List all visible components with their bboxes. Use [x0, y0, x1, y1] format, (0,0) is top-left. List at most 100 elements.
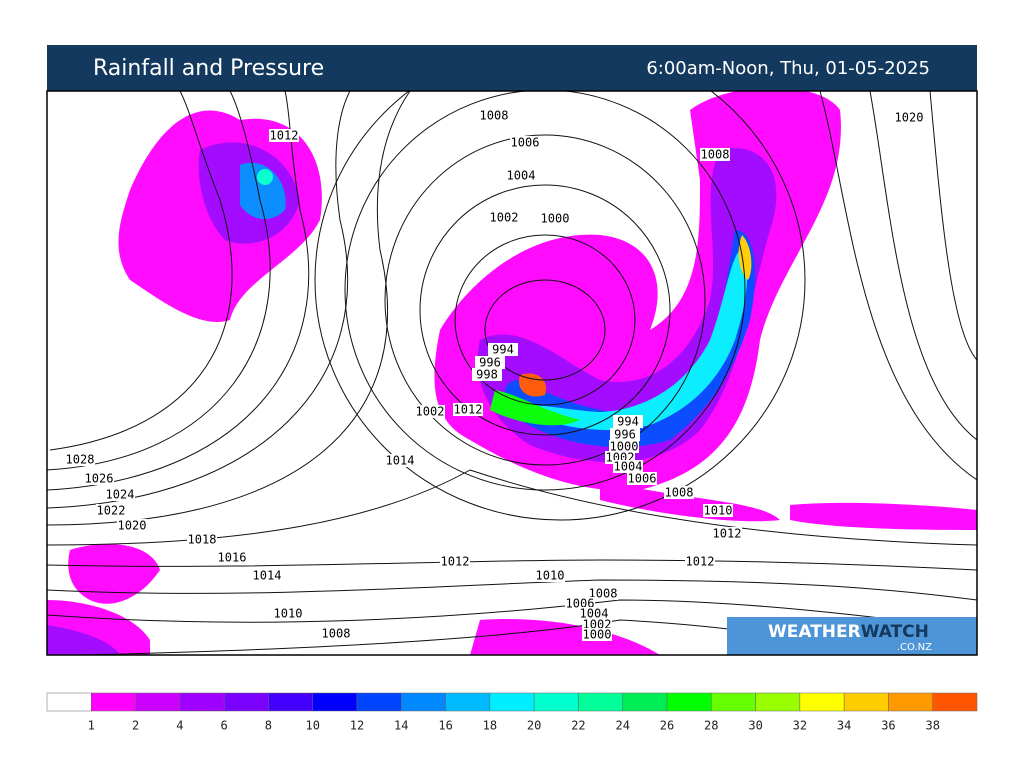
isobar-label-bg	[187, 533, 217, 546]
isobar-label: 994	[617, 415, 639, 429]
isobar-label: 1008	[665, 486, 694, 500]
isobar-label: 1024	[106, 488, 135, 502]
colorbar-swatch	[666, 692, 712, 712]
colorbar-label: 18	[483, 719, 497, 733]
colorbar-swatch	[268, 692, 313, 712]
isobar-label: 1012	[441, 555, 470, 569]
isobar-label: 1002	[490, 211, 519, 225]
isobar-label-bg	[894, 111, 924, 124]
isobar-label: 1008	[322, 627, 351, 641]
isobar-label-bg	[540, 212, 570, 225]
isobar-label-bg	[269, 129, 299, 142]
isobar-label-bg	[273, 607, 303, 620]
isobar-label: 1014	[386, 454, 415, 468]
map-frame	[46, 90, 978, 656]
isobar-label: 1018	[188, 533, 217, 547]
isobar-label: 1000	[541, 212, 570, 226]
isobar-label-bg	[252, 569, 282, 582]
isobar-label-bg	[613, 415, 643, 428]
colorbar-label: 28	[704, 719, 718, 733]
isobar-label: 1006	[511, 136, 540, 150]
isobar-label-bg	[488, 343, 518, 356]
isobar-label: 994	[492, 343, 514, 357]
colorbar-label: 2	[132, 719, 139, 733]
colorbar-swatch	[755, 692, 801, 712]
isobar-label-bg	[627, 472, 657, 485]
logo-brand-a: WEATHER	[768, 622, 861, 642]
isobar-label-bg	[415, 405, 445, 418]
colorbar-swatch	[356, 692, 402, 712]
isobar-label-bg	[700, 148, 730, 161]
isobar-label: 1010	[704, 504, 733, 518]
isobar-label: 1004	[614, 460, 643, 474]
isobar-label: 1012	[270, 129, 299, 143]
isobar-label-bg	[96, 504, 126, 517]
colorbar-swatch	[401, 692, 446, 712]
colorbar-label: 6	[221, 719, 228, 733]
isobar-label-bg	[489, 211, 519, 224]
isobar-label-bg	[105, 488, 135, 501]
isobar-label: 1014	[253, 569, 282, 583]
isobar-label-bg	[217, 551, 247, 564]
isobar-label-bg	[565, 597, 595, 610]
isobar-label-bg	[579, 607, 609, 620]
isobar-label: 1004	[580, 607, 609, 621]
colorbar-label: 22	[571, 719, 585, 733]
isobar-label-bg	[65, 453, 95, 466]
isobar-label-bg	[472, 368, 502, 381]
map-title: Rainfall and Pressure	[93, 56, 324, 81]
isobar-label-bg	[609, 440, 639, 453]
isobar-label-bg	[479, 109, 509, 122]
isobar-label: 998	[476, 368, 498, 382]
isobar-label: 1002	[416, 405, 445, 419]
isobar-label-bg	[321, 627, 351, 640]
isobar-label: 1022	[97, 504, 126, 518]
colorbar-label: 36	[881, 719, 895, 733]
isobar-label-bg	[440, 555, 470, 568]
isobar-label: 1000	[583, 628, 612, 642]
colorbar-swatch	[46, 692, 92, 712]
isobar-label: 1010	[536, 569, 565, 583]
colorbar-swatch	[932, 692, 978, 712]
isobar-label: 1006	[628, 472, 657, 486]
isobar-label: 1004	[507, 169, 536, 183]
colorbar-swatch	[91, 692, 136, 712]
colorbar-swatch	[622, 692, 668, 712]
isobar-label: 1026	[85, 472, 114, 486]
isobar-label: 1012	[454, 403, 483, 417]
colorbar-label: 20	[527, 719, 541, 733]
colorbar-label: 8	[265, 719, 272, 733]
isobar-label-bg	[685, 555, 715, 568]
isobar-label-bg	[703, 504, 733, 517]
isobar-label: 1010	[274, 607, 303, 621]
header-bar	[47, 45, 977, 91]
isobar-label-bg	[506, 169, 536, 182]
colorbar-swatch	[445, 692, 491, 712]
logo-box	[727, 617, 977, 655]
isobar-label: 996	[614, 428, 636, 442]
isobar-label-bg	[610, 428, 640, 441]
isobar-label: 1020	[118, 519, 147, 533]
colorbar-label: 12	[350, 719, 364, 733]
colorbar-label: 34	[837, 719, 851, 733]
colorbar-label: 10	[305, 719, 319, 733]
isobar-label-bg	[475, 356, 505, 369]
time-range: 6:00am-Noon, Thu, 01-05-2025	[646, 58, 930, 79]
colorbar-label: 1	[88, 719, 95, 733]
colorbar-swatch	[799, 692, 845, 712]
isobar-label: 1012	[713, 527, 742, 541]
colorbar-label: 32	[793, 719, 807, 733]
isobar-label-bg	[385, 454, 415, 467]
colorbar-label: 26	[660, 719, 674, 733]
isobars	[47, 91, 977, 655]
colorbar-swatch	[578, 692, 623, 712]
isobar-label: 1008	[589, 587, 618, 601]
colorbar-label: 4	[176, 719, 183, 733]
isobar-label: 1028	[66, 453, 95, 467]
colorbar-swatch	[135, 692, 181, 712]
isobar-label-bg	[535, 569, 565, 582]
colorbar-label: 30	[748, 719, 762, 733]
